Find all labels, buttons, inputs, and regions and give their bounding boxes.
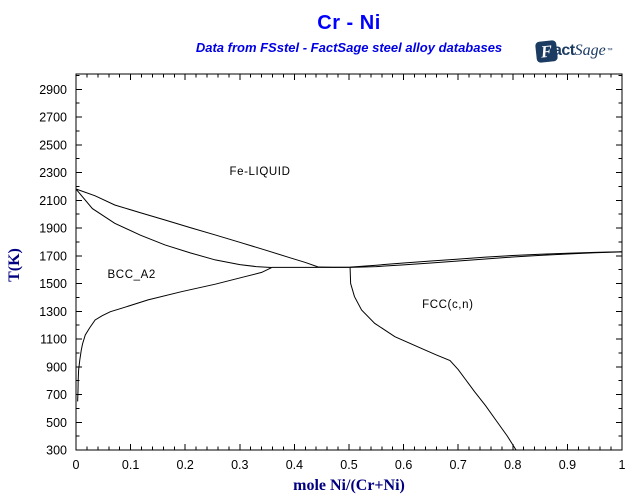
x-tick-label: 0.4 — [286, 458, 303, 472]
x-tick-label: 0.2 — [177, 458, 194, 472]
x-axis-title: mole Ni/(Cr+Ni) — [293, 477, 405, 494]
curve-fcc-solidus — [350, 251, 623, 268]
y-tick-label: 2300 — [39, 166, 67, 180]
x-tick-label: 0.1 — [122, 458, 139, 472]
x-tick-label: 0 — [73, 458, 80, 472]
y-tick-label: 700 — [46, 388, 67, 402]
curve-bcc-liquidus — [75, 188, 319, 268]
y-tick-label: 1300 — [39, 305, 67, 319]
phase-label: BCC_A2 — [108, 269, 156, 281]
y-tick-label: 300 — [46, 444, 67, 458]
y-tick-label: 2500 — [39, 138, 67, 152]
x-tick-label: 0.6 — [395, 458, 412, 472]
factsage-logo-tm: ™ — [606, 48, 613, 54]
x-tick-label: 0.7 — [450, 458, 467, 472]
y-tick-label: 1900 — [39, 222, 67, 236]
factsage-logo-act: act — [553, 42, 575, 59]
curve-bcc-solvus — [77, 267, 272, 402]
y-tick-label: 2700 — [39, 111, 67, 125]
y-tick-label: 900 — [46, 360, 67, 374]
axis-frame — [75, 73, 623, 451]
phase-boundaries — [75, 188, 623, 451]
x-tick-label: 0.3 — [231, 458, 248, 472]
curve-bcc-solidus — [75, 188, 272, 269]
y-tick-label: 500 — [46, 416, 67, 430]
x-tick-label: 1 — [619, 458, 626, 472]
y-tick-label: 1100 — [40, 333, 67, 347]
y-tick-label: 2900 — [39, 83, 67, 97]
y-tick-label: 1700 — [39, 249, 67, 263]
x-tick-label: 0.9 — [559, 458, 576, 472]
x-tick-label: 0.8 — [504, 458, 521, 472]
phase-label: FCC(c,n) — [422, 299, 473, 311]
curve-fcc-solvus — [349, 267, 517, 451]
plot-border — [75, 73, 623, 451]
chart-subtitle: Data from FSstel - FactSage steel alloy … — [195, 40, 503, 55]
x-tick-label: 0.5 — [340, 458, 357, 472]
curve-fcc-liquidus — [317, 251, 623, 268]
factsage-logo-sage: Sage — [574, 42, 606, 59]
y-tick-label: 1500 — [39, 277, 67, 291]
phase-label: Fe-LIQUID — [230, 166, 291, 178]
y-tick-label: 2100 — [39, 194, 67, 208]
chart-title: Cr - Ni — [317, 12, 381, 34]
